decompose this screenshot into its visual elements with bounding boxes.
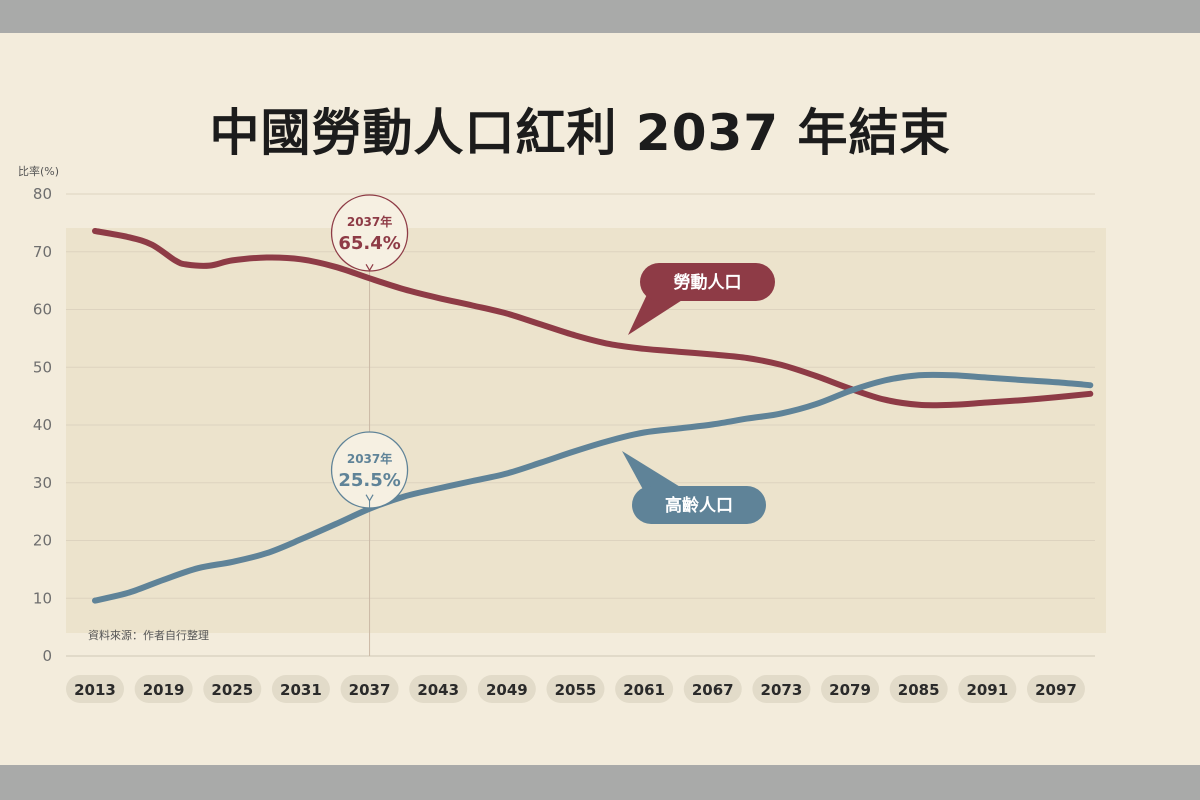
y-tick-label: 30	[33, 474, 52, 492]
x-tick-badge	[477, 675, 536, 703]
annotations: 2037年 65.4% 2037年 25.5%	[330, 194, 409, 509]
x-tick-label: 2079	[829, 681, 871, 699]
x-tick-label: 2073	[761, 681, 803, 699]
x-tick-label: 2031	[280, 681, 322, 699]
x-tick-badge	[1026, 675, 1085, 703]
y-tick-label: 40	[33, 416, 52, 434]
source-note: 資料來源：作者自行整理	[88, 628, 209, 642]
y-tick-label: 20	[33, 532, 52, 550]
annotation-value: 25.5%	[338, 470, 400, 491]
x-axis-ticks: 2013 2019 2025 2031 2037 2043 2049 2055 2061 2067…	[66, 675, 1085, 703]
y-tick-label: 60	[33, 301, 52, 319]
series-label-text: 勞動人口	[674, 272, 742, 293]
x-tick-badge	[683, 675, 742, 703]
x-tick-badge	[546, 675, 605, 703]
labor-population-label-pill	[640, 263, 775, 301]
x-tick-label: 2097	[1035, 681, 1077, 699]
x-tick-label: 2049	[486, 681, 528, 699]
x-tick-badge	[66, 675, 124, 703]
y-tick-label: 10	[33, 589, 52, 607]
elderly-population-label-pill	[632, 486, 766, 524]
x-tick-label: 2061	[623, 681, 665, 699]
x-tick-badge	[615, 675, 674, 703]
x-tick-badge	[409, 675, 468, 703]
x-tick-label: 2091	[966, 681, 1008, 699]
x-tick-label: 2043	[417, 681, 459, 699]
x-tick-label: 2055	[555, 681, 597, 699]
x-tick-badge	[889, 675, 948, 703]
x-tick-label: 2013	[74, 681, 116, 699]
y-tick-label: 80	[33, 185, 52, 203]
series-lines	[92, 228, 1094, 604]
x-tick-badge	[203, 675, 262, 703]
x-tick-badge	[958, 675, 1017, 703]
x-tick-label: 2085	[898, 681, 940, 699]
x-tick-badge	[340, 675, 399, 703]
annotation-year: 2037年	[347, 214, 392, 229]
annotation-value: 65.4%	[338, 233, 400, 254]
annotation-arrowhead	[365, 494, 374, 502]
x-tick-label: 2019	[143, 681, 185, 699]
gridlines	[66, 193, 1095, 657]
y-axis-ticks: 0 10 20 30 40 50 60 70 80	[33, 185, 52, 665]
x-tick-label: 2037	[349, 681, 391, 699]
x-tick-label: 2025	[211, 681, 253, 699]
series-label-tail	[622, 451, 690, 495]
x-tick-badge	[271, 675, 330, 703]
y-axis-label: 比率(%)	[18, 164, 59, 178]
chart-panel: 中國勞動人口紅利 2037 年結束 比率(%) 0 10 20 30 40 50 60 70 8…	[0, 33, 1200, 765]
x-tick-badge	[752, 675, 811, 703]
y-tick-label: 70	[33, 243, 52, 261]
x-tick-badge	[821, 675, 880, 703]
annotation-year: 2037年	[347, 451, 392, 466]
chart-title: 中國勞動人口紅利 2037 年結束	[210, 104, 951, 162]
x-tick-label: 2067	[692, 681, 734, 699]
elderly-population-line	[92, 371, 1094, 604]
y-tick-label: 0	[42, 647, 52, 665]
labor-population-line	[92, 228, 1094, 409]
population-line-chart: 中國勞動人口紅利 2037 年結束 比率(%) 0 10 20 30 40 50 60 70 8…	[18, 104, 1106, 703]
plot-shading	[66, 228, 1106, 633]
x-tick-badge	[134, 675, 193, 703]
y-tick-label: 50	[33, 358, 52, 376]
annotation-arrowhead	[365, 264, 374, 272]
series-label-text: 高齡人口	[665, 495, 733, 516]
